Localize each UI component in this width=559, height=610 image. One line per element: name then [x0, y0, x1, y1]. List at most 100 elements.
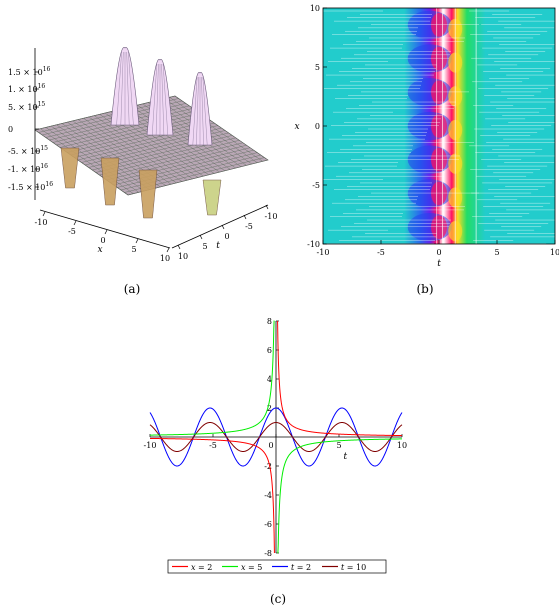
- red-blob: [431, 114, 447, 138]
- red-blob: [431, 215, 447, 239]
- t-axis: 10 5 0 -5 -10 t: [171, 204, 278, 261]
- legend-label: x = 5: [241, 563, 262, 572]
- x-tick: [42, 211, 46, 217]
- mesh-line: [126, 107, 220, 173]
- legend-eq: = 10: [344, 563, 366, 572]
- y-tick-label: 0: [315, 122, 320, 131]
- red-blob: [431, 80, 447, 105]
- line-series: [149, 320, 403, 554]
- y-tick-label: -2: [264, 462, 272, 471]
- y-tick-label: 6: [267, 346, 272, 355]
- t-tick-label: -10: [265, 212, 278, 221]
- x-tick-label: 0: [100, 236, 105, 245]
- caption-b: (b): [416, 282, 434, 296]
- legend-label: t = 10: [341, 563, 366, 572]
- t-axis-line: [171, 204, 269, 249]
- t-tick-label: 0: [224, 232, 229, 241]
- mesh-line: [102, 142, 244, 178]
- peak-shade: [152, 63, 158, 136]
- x-tick-label: 10: [160, 254, 170, 263]
- trough-4: [202, 179, 222, 216]
- z-tick-label: -5. × 1015: [8, 145, 48, 156]
- x-tick-label: -10: [317, 248, 330, 257]
- mesh-line: [110, 147, 251, 183]
- legend-label: t = 2: [291, 563, 311, 572]
- x-axis: -10 -5 0 5 10 x: [35, 209, 171, 263]
- x-tick-label: -10: [35, 218, 48, 227]
- peak-shade: [162, 63, 168, 136]
- red-blob: [431, 147, 447, 172]
- x-tick-label: -5: [377, 248, 385, 257]
- legend-eq: = 2: [196, 563, 213, 572]
- z-tick-exponent: 16: [45, 181, 53, 188]
- x-tick-label: -5: [68, 227, 76, 236]
- peak-shade: [128, 51, 134, 126]
- x-tick-label: 0: [268, 441, 273, 450]
- y-tick-label: -4: [264, 491, 272, 500]
- y-tick-label: 10: [310, 4, 320, 13]
- y-axis-label: x: [294, 122, 299, 132]
- mesh-line: [174, 95, 269, 161]
- x-tick: [104, 229, 108, 235]
- series-line-2: [150, 320, 402, 554]
- t-tick: [265, 204, 269, 210]
- mesh-line: [131, 106, 226, 171]
- trough-1: [60, 147, 80, 189]
- peak-shade: [155, 63, 159, 136]
- x-axis-label: t: [437, 259, 441, 269]
- y-tick-label: -5: [312, 181, 320, 190]
- z-tick-exponent: 15: [40, 145, 48, 152]
- heatmap-area: [323, 8, 559, 244]
- peak-shade: [116, 51, 122, 126]
- trough-3: [138, 169, 158, 219]
- legend-eq: = 5: [246, 563, 263, 572]
- x-axis-label: t: [343, 452, 347, 462]
- peak-shade: [161, 63, 165, 136]
- legend-var: x: [241, 563, 246, 572]
- t-tick-label: 10: [178, 252, 188, 261]
- x-tick-label: 10: [550, 248, 559, 257]
- x-axis-label: x: [97, 245, 102, 255]
- x-tick-label: 5: [131, 245, 136, 254]
- series-line-1: [150, 320, 402, 554]
- t-tick-label: -5: [245, 222, 253, 231]
- z-tick-exponent: 15: [38, 101, 46, 108]
- z-axis: 1.5 × 1016 1. × 1016 5. × 1015 0 -5. × 1015 -…: [8, 48, 53, 200]
- peak-shade: [202, 76, 208, 146]
- mesh-line: [99, 140, 240, 176]
- peak-shade: [196, 76, 199, 146]
- peak-shade: [120, 51, 124, 126]
- t-axis-label: t: [216, 241, 220, 251]
- line-axes: -10 -5 0 5 10 t 8 6 4 2 -2 -4 -6 -8: [144, 317, 408, 558]
- t-tick: [221, 224, 225, 230]
- y-tick-label: 4: [267, 375, 272, 384]
- peak-shade: [126, 51, 130, 126]
- x-tick-label: 5: [336, 441, 341, 450]
- y-tick-label: 5: [315, 63, 320, 72]
- x-tick: [73, 220, 77, 226]
- y-tick-label: -8: [264, 549, 272, 558]
- x-tick-label: 5: [494, 248, 499, 257]
- series-line-3: [149, 407, 403, 467]
- t-tick: [243, 214, 247, 220]
- red-blob: [431, 13, 447, 37]
- x-tick: [166, 247, 170, 253]
- z-tick-exponent: 16: [38, 83, 46, 90]
- heatmap-axes: -10 -5 0 5 10 t 10 5 0 -5 -10 x: [294, 4, 559, 269]
- mesh-line: [169, 97, 263, 162]
- peak-shade: [201, 76, 204, 146]
- caption-c: (c): [269, 592, 287, 606]
- legend-eq: = 2: [294, 563, 311, 572]
- y-tick-label: 8: [267, 317, 272, 326]
- x-tick-label: 0: [436, 248, 441, 257]
- x-tick-label: -10: [144, 441, 157, 450]
- mesh-line: [106, 145, 247, 181]
- t-tick: [199, 234, 203, 240]
- panel-a-surface: 1.5 × 1016 1. × 1016 5. × 1015 0 -5. × 1015 -…: [8, 47, 278, 263]
- red-blob: [431, 46, 447, 71]
- red-blob: [431, 181, 447, 206]
- panel-b-heatmap: -10 -5 0 5 10 t 10 5 0 -5 -10 x: [294, 4, 559, 269]
- z-tick-label: -1. × 1016: [8, 163, 48, 174]
- legend-label: x = 2: [191, 563, 212, 572]
